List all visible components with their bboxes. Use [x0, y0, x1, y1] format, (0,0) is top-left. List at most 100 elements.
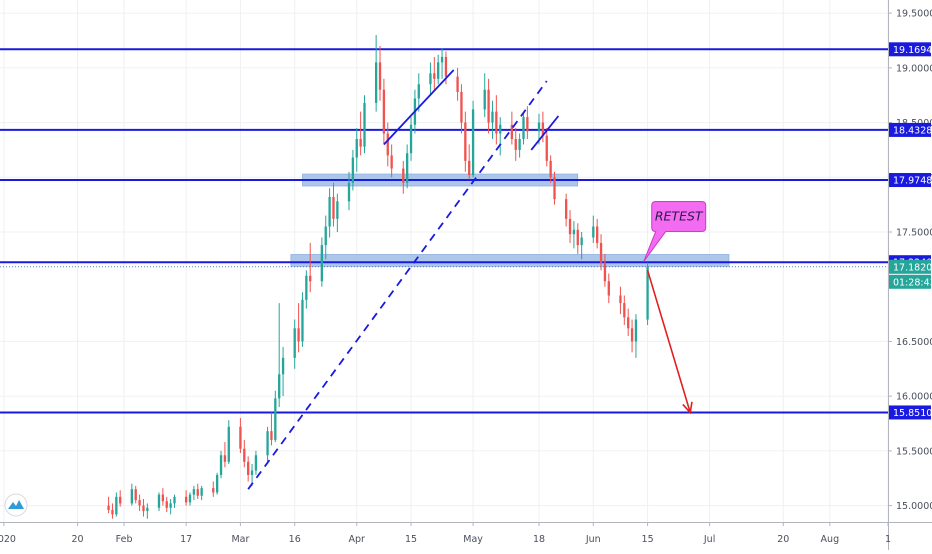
- horizontal-levels[interactable]: [0, 48, 888, 414]
- y-tick-label: 17.50000: [896, 228, 932, 239]
- candle-body: [627, 317, 630, 329]
- level-price-tag: [889, 173, 931, 188]
- candle-body: [549, 160, 552, 178]
- candle-body: [623, 303, 626, 318]
- level-price-label: 17.97489: [893, 176, 932, 187]
- x-tick-label: Feb: [116, 534, 133, 545]
- candle-body: [270, 431, 273, 440]
- x-tick-label: 20: [72, 534, 84, 545]
- trendline[interactable]: [383, 69, 455, 146]
- candle-body: [196, 489, 199, 496]
- x-tick-label: Mar: [231, 534, 249, 545]
- countdown-tag: [889, 274, 931, 289]
- candle-body: [429, 73, 432, 85]
- x-tick-label: 18: [533, 534, 545, 545]
- trendlines[interactable]: [247, 69, 560, 490]
- candle-body: [390, 155, 393, 169]
- trendline[interactable]: [530, 115, 560, 151]
- candle-body: [219, 455, 223, 475]
- candle-body: [491, 111, 494, 123]
- candle-body: [402, 168, 405, 183]
- y-tick-label: 19.00000: [896, 63, 932, 74]
- x-tick-label: 20: [777, 534, 789, 545]
- y-tick-label: 16.50000: [896, 337, 932, 348]
- level-price-label: 15.85102: [893, 408, 932, 419]
- x-tick-label: 16: [289, 534, 301, 545]
- candle-body: [157, 494, 161, 508]
- countdown-label: 01:28:43: [893, 277, 932, 288]
- candle-body: [646, 267, 649, 320]
- level-price-tag: [889, 122, 931, 137]
- candle-body: [278, 374, 281, 399]
- candle-body: [382, 89, 386, 134]
- candle-body: [437, 62, 440, 79]
- y-tick-label: 15.00000: [896, 501, 932, 512]
- candle-body: [215, 474, 219, 493]
- x-axis-panel: [0, 522, 932, 550]
- y-tick-label: 15.50000: [896, 446, 932, 457]
- level-price-label: 18.43280: [893, 125, 932, 136]
- candle-body: [336, 201, 339, 219]
- x-tick-label: May: [463, 534, 483, 545]
- candle-body: [592, 226, 595, 238]
- candle-body: [409, 124, 413, 154]
- candle-body: [596, 226, 599, 243]
- dashed-trendline[interactable]: [247, 80, 548, 490]
- x-tick-label: Jun: [585, 534, 601, 545]
- candle-body: [444, 56, 448, 77]
- candle-body: [499, 124, 502, 134]
- candle-body: [332, 196, 335, 219]
- candle-body: [134, 489, 137, 501]
- candle-body: [247, 461, 250, 475]
- candle-body: [526, 117, 529, 132]
- candle-body: [634, 319, 638, 342]
- candle-body: [599, 242, 603, 263]
- candle-body: [522, 117, 525, 139]
- candle-body: [471, 109, 475, 176]
- candle-body: [460, 91, 463, 123]
- x-tick-label: Aug: [821, 534, 840, 545]
- candle-body: [184, 496, 188, 503]
- level-price-tag: [889, 405, 931, 420]
- candle-body: [630, 328, 634, 342]
- candle-body: [212, 488, 215, 493]
- candle-body: [169, 503, 172, 508]
- candle-body: [464, 122, 467, 161]
- zone-band[interactable]: [290, 254, 730, 267]
- x-tick-label: Apr: [349, 534, 366, 545]
- annotations[interactable]: RETEST: [643, 201, 707, 415]
- candle-body: [119, 496, 122, 504]
- candle-body: [510, 124, 514, 139]
- candle-body: [146, 507, 149, 512]
- candle-body: [537, 122, 541, 132]
- retest-callout[interactable]: [643, 201, 707, 262]
- candle-body: [107, 505, 110, 510]
- candle-body: [309, 275, 312, 282]
- candle-body: [405, 153, 409, 183]
- y-tick-label: 16.00000: [896, 392, 932, 403]
- candle-body: [378, 62, 382, 90]
- candle-body: [227, 426, 230, 462]
- candle-body: [266, 431, 269, 456]
- candle-body: [200, 488, 203, 496]
- candle-body: [293, 328, 296, 358]
- candle-body: [347, 182, 351, 202]
- candle-body: [417, 84, 420, 99]
- candle-body: [351, 157, 355, 183]
- candle-body: [607, 281, 610, 296]
- candle-body: [254, 455, 258, 471]
- candle-body: [576, 229, 579, 246]
- candle-body: [274, 398, 277, 440]
- candle-body: [243, 448, 246, 462]
- candle-body: [192, 489, 196, 495]
- candle-body: [165, 501, 168, 508]
- projection-arrow[interactable]: [646, 270, 692, 413]
- candle-body: [440, 56, 444, 63]
- y-tick-label: 19.50000: [896, 9, 932, 20]
- arrow-head: [682, 401, 693, 415]
- x-tick-label: Jul: [703, 534, 715, 545]
- candle-body: [483, 89, 486, 110]
